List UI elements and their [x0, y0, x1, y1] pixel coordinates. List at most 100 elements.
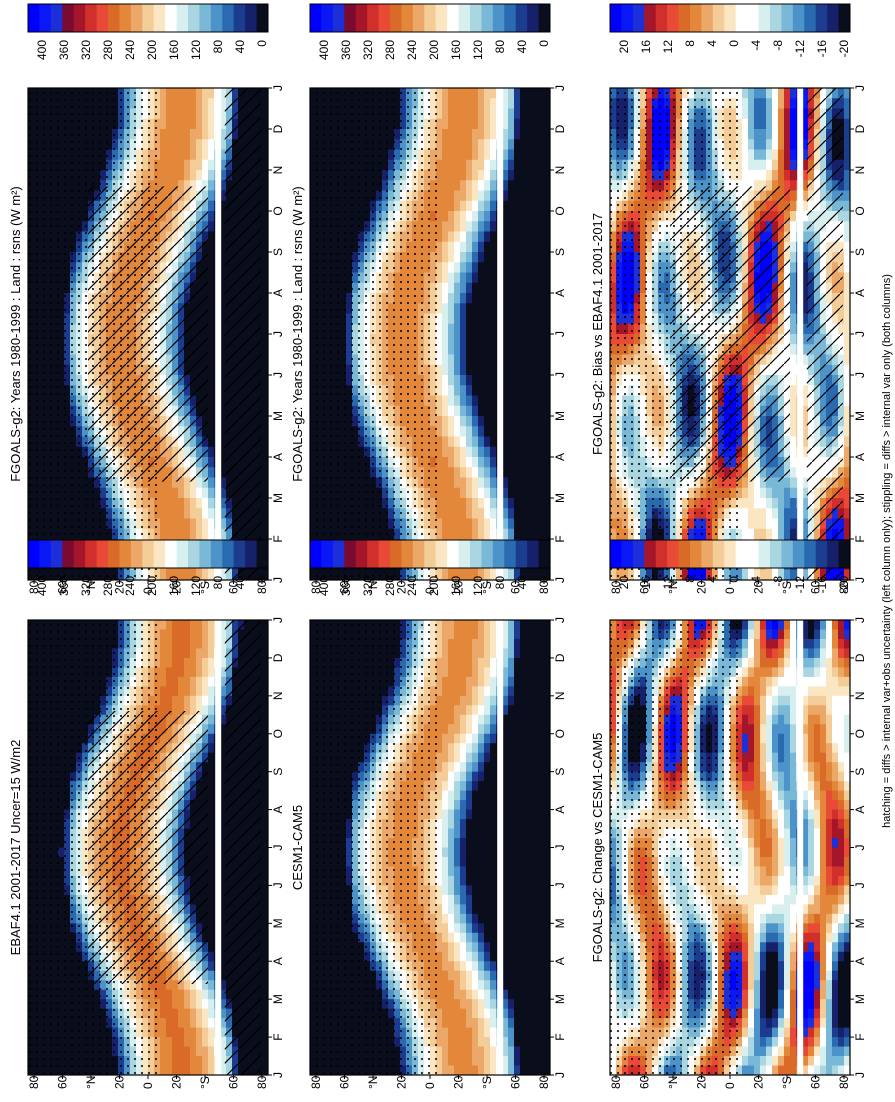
lat-tick-label: 60 [338, 580, 352, 594]
heatmap-cell [472, 313, 479, 325]
heatmap-cell [508, 108, 515, 120]
heatmap-cell [508, 375, 515, 386]
heatmap-cell [460, 88, 467, 99]
colorbar-swatch [256, 540, 269, 568]
heatmap-cell [208, 446, 215, 458]
colorbar-swatch [28, 540, 40, 568]
heatmap-cell [526, 313, 533, 325]
heatmap-cell [508, 190, 515, 202]
colorbar-tick-label: 200 [145, 40, 159, 60]
heatmap-cell [502, 385, 509, 396]
heatmap-cell [262, 487, 269, 499]
heatmap-cell [184, 139, 191, 150]
heatmap-cell [478, 405, 485, 417]
heatmap-cell [502, 190, 509, 202]
heatmap-cell [178, 487, 185, 499]
heatmap-cell [490, 426, 497, 437]
heatmap-cell [472, 518, 479, 530]
heatmap-cell [508, 518, 515, 530]
heatmap-cell [520, 190, 527, 202]
heatmap-cell [166, 139, 173, 150]
heatmap-cell [532, 354, 539, 366]
heatmap-cell [448, 129, 455, 140]
colorbar-swatch [424, 4, 437, 32]
heatmap-cell [478, 241, 485, 253]
heatmap-cell [262, 416, 269, 427]
heatmap-cell [520, 118, 527, 130]
heatmap-cell [472, 395, 479, 407]
heatmap-cell [442, 108, 449, 120]
heatmap-cell [538, 149, 545, 161]
heatmap-cell [190, 487, 197, 499]
heatmap-cell [502, 569, 509, 581]
heatmap-cell [484, 88, 491, 99]
heatmap-cell [178, 108, 185, 120]
heatmap-cell [190, 170, 197, 181]
heatmap-cell [172, 498, 179, 509]
heatmap-cell [508, 88, 515, 99]
colorbar-swatch [28, 4, 40, 32]
lat-tick-label: 20 [395, 580, 409, 594]
colorbar-swatch [245, 540, 258, 568]
heatmap-cell [544, 108, 551, 120]
heatmap-cell [196, 88, 203, 99]
colorbar-swatch [153, 540, 166, 568]
heatmap-cell [460, 457, 467, 468]
heatmap-cell [442, 293, 449, 304]
heatmap-cell [208, 498, 215, 509]
heatmap-cell [514, 467, 521, 478]
heatmap-cell [454, 129, 461, 140]
heatmap-cell [544, 446, 551, 458]
heatmap-cell [472, 139, 479, 150]
heatmap-cell [490, 221, 497, 232]
heatmap-cell [472, 88, 479, 99]
heatmap-cell [490, 477, 497, 489]
heatmap-cell [526, 436, 533, 448]
heatmap-cell [220, 190, 227, 202]
heatmap-cell [478, 508, 485, 519]
month-tick-label: J [553, 85, 567, 91]
heatmap-cell [178, 498, 185, 509]
heatmap-cell [490, 344, 497, 355]
heatmap-cell [460, 262, 467, 273]
colorbar-swatch [50, 540, 63, 568]
heatmap-cell [484, 375, 491, 386]
heatmap-cell [448, 241, 455, 253]
heatmap-cell [190, 98, 197, 109]
heatmap-cell [544, 508, 551, 519]
heatmap-cell [448, 375, 455, 386]
heatmap-cell [466, 518, 473, 530]
heatmap-cell [514, 170, 521, 181]
heatmap-cell [526, 395, 533, 407]
heatmap-cell [196, 487, 203, 499]
heatmap-cell [262, 426, 269, 437]
colorbar-swatch [481, 4, 494, 32]
heatmap-cell [448, 282, 455, 294]
heatmap-cell [460, 375, 467, 386]
heatmap-cell [484, 180, 491, 191]
heatmap-cell [532, 262, 539, 273]
heatmap-cell [466, 211, 473, 222]
heatmap-cell [160, 118, 167, 130]
heatmap-cell [220, 180, 227, 191]
heatmap-cell [442, 364, 449, 376]
heatmap-cell [526, 211, 533, 222]
month-tick-label: A [553, 289, 567, 297]
heatmap-cell [508, 139, 515, 150]
heatmap-cell [532, 252, 539, 263]
heatmap-cell [166, 149, 173, 161]
heatmap-cell [520, 508, 527, 519]
heatmap-cell [526, 498, 533, 509]
heatmap-cell [526, 416, 533, 427]
heatmap-cell [478, 98, 485, 109]
heatmap-cell [442, 129, 449, 140]
heatmap-cell [472, 129, 479, 140]
heatmap-cell [472, 118, 479, 130]
heatmap-cell [502, 477, 509, 489]
heatmap-cell [442, 354, 449, 366]
heatmap-cell [178, 180, 185, 191]
heatmap-cell [172, 170, 179, 181]
panel-p3: 400 360 320 280 240 200 160 120 80 40 080 60 °N 20 0 20… [8, 539, 285, 1089]
colorbar-swatch [39, 540, 52, 568]
heatmap-cell [454, 221, 461, 232]
